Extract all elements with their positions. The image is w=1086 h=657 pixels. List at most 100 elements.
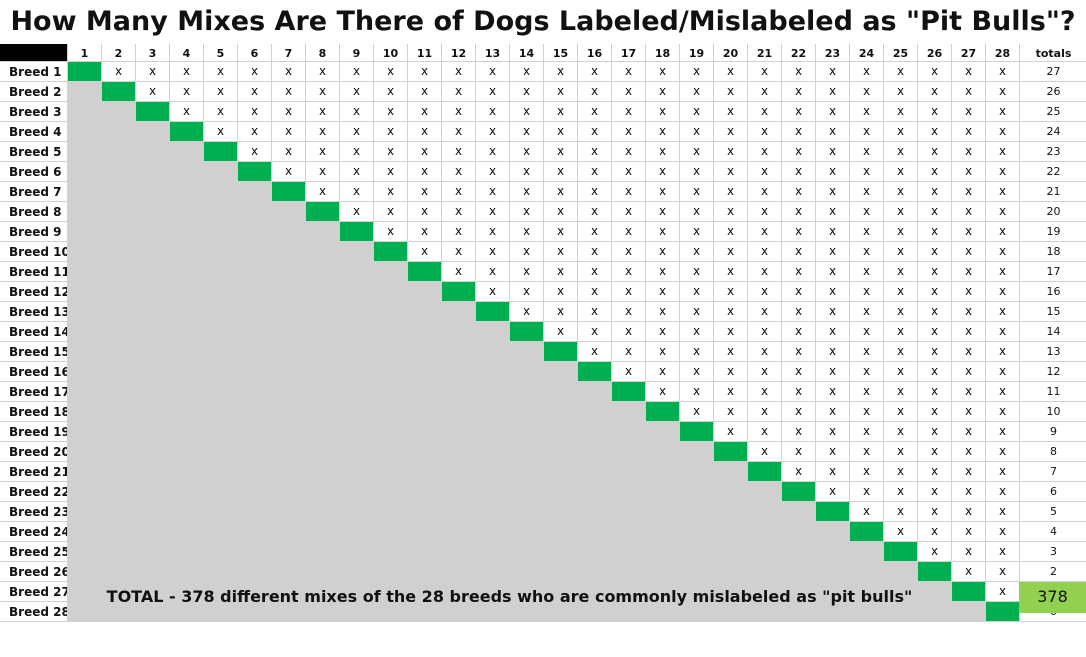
empty-cell (170, 142, 204, 162)
mix-mark: x (952, 482, 986, 502)
empty-cell (238, 482, 272, 502)
empty-cell (646, 422, 680, 442)
mix-mark: x (544, 262, 578, 282)
empty-cell (238, 602, 272, 622)
mix-mark: x (918, 342, 952, 362)
row-total: 6 (1020, 482, 1086, 502)
empty-cell (204, 362, 238, 382)
empty-cell (510, 442, 544, 462)
empty-cell (102, 342, 136, 362)
mix-mark: x (442, 162, 476, 182)
footer-total-text: TOTAL - 378 different mixes of the 28 br… (106, 587, 913, 606)
mix-mark: x (442, 182, 476, 202)
diagonal-cell (374, 242, 408, 262)
mix-mark: x (782, 62, 816, 82)
mix-mark: x (578, 202, 612, 222)
mix-mark: x (986, 102, 1020, 122)
mix-mark: x (782, 362, 816, 382)
diagonal-cell (918, 562, 952, 582)
mix-mark: x (850, 342, 884, 362)
row-label: Breed 12 (0, 282, 68, 302)
empty-cell (136, 342, 170, 362)
empty-cell (102, 582, 136, 602)
row-label: Breed 8 (0, 202, 68, 222)
empty-cell (816, 562, 850, 582)
empty-cell (272, 282, 306, 302)
empty-cell (170, 502, 204, 522)
mixes-table: 1 2 3 4 5 6 7 8 9 10 11 12 13 14 15 16 17 18 19 20 21 22 23 24 2… (0, 44, 1086, 657)
empty-cell (578, 602, 612, 622)
empty-cell (170, 442, 204, 462)
row-total: 8 (1020, 442, 1086, 462)
empty-cell (272, 362, 306, 382)
row-label: Breed 14 (0, 322, 68, 342)
mix-mark: x (340, 182, 374, 202)
mix-mark: x (816, 462, 850, 482)
mix-mark: x (340, 62, 374, 82)
empty-cell (136, 362, 170, 382)
mix-mark: x (510, 142, 544, 162)
empty-cell (136, 442, 170, 462)
mix-mark: x (986, 462, 1020, 482)
mix-mark: x (782, 202, 816, 222)
empty-cell (136, 402, 170, 422)
empty-cell (204, 502, 238, 522)
empty-cell (578, 482, 612, 502)
empty-cell (408, 442, 442, 462)
mix-mark: x (816, 62, 850, 82)
mix-mark: x (918, 542, 952, 562)
mix-mark: x (204, 102, 238, 122)
empty-cell (306, 522, 340, 542)
mix-mark: x (918, 362, 952, 382)
row-total: 5 (1020, 502, 1086, 522)
column-header: 15 (544, 44, 578, 62)
empty-cell (680, 542, 714, 562)
mix-mark: x (680, 122, 714, 142)
empty-cell (340, 462, 374, 482)
mix-mark: x (816, 102, 850, 122)
empty-cell (238, 502, 272, 522)
mix-mark: x (442, 62, 476, 82)
empty-cell (204, 562, 238, 582)
empty-cell (170, 262, 204, 282)
mix-mark: x (918, 282, 952, 302)
mix-mark: x (884, 102, 918, 122)
mix-mark: x (748, 442, 782, 462)
mix-mark: x (884, 122, 918, 142)
empty-cell (646, 562, 680, 582)
mix-mark: x (510, 122, 544, 142)
empty-cell (544, 582, 578, 602)
diagonal-cell (952, 582, 986, 602)
empty-cell (748, 482, 782, 502)
empty-cell (102, 122, 136, 142)
empty-cell (272, 422, 306, 442)
empty-cell (476, 402, 510, 422)
mix-mark: x (782, 222, 816, 242)
empty-cell (374, 602, 408, 622)
mix-mark: x (748, 122, 782, 142)
mix-mark: x (884, 422, 918, 442)
empty-cell (170, 222, 204, 242)
column-header: 8 (306, 44, 340, 62)
mix-mark: x (952, 82, 986, 102)
mix-mark: x (442, 242, 476, 262)
mix-mark: x (374, 162, 408, 182)
mix-mark: x (578, 302, 612, 322)
empty-cell (136, 502, 170, 522)
mix-mark: x (476, 142, 510, 162)
empty-cell (578, 382, 612, 402)
mix-mark: x (918, 222, 952, 242)
mix-mark: x (714, 362, 748, 382)
empty-cell (170, 462, 204, 482)
mix-mark: x (646, 262, 680, 282)
empty-cell (544, 602, 578, 622)
empty-cell (272, 602, 306, 622)
mix-mark: x (544, 282, 578, 302)
footer-total-value: 378 (1019, 582, 1086, 613)
mix-mark: x (748, 282, 782, 302)
empty-cell (102, 282, 136, 302)
mix-mark: x (884, 362, 918, 382)
mix-mark: x (272, 102, 306, 122)
mix-mark: x (850, 502, 884, 522)
mix-mark: x (578, 122, 612, 142)
